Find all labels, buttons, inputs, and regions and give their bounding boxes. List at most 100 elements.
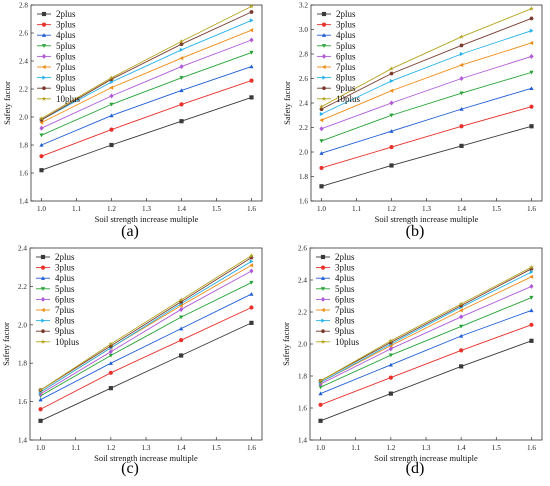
data-point-8plus [389,78,394,84]
x-tick-label: 1.6 [527,444,536,452]
legend-label: 7plus [55,305,75,315]
series-line-10plus [41,5,252,119]
legend-marker [320,307,325,313]
legend-marker [40,254,46,260]
data-point-10plus [388,338,394,343]
y-axis-label: Safety factor [2,81,12,125]
data-point-9plus [389,71,394,76]
data-point-9plus [529,16,534,21]
x-tick-label: 1.3 [142,444,151,452]
y-tick-label: 2.0 [18,321,27,329]
legend-label: 10plus [56,94,81,104]
data-point-3plus [318,402,323,407]
data-point-10plus [38,387,43,393]
data-point-4plus [38,397,43,402]
y-tick-label: 1.8 [298,373,307,381]
y-tick-label: 1.6 [299,198,308,206]
legend: 2plus3plus4plus5plus6plus7plus8plus9plus… [317,9,361,104]
data-point-6plus [249,37,254,43]
data-point-5plus [39,133,44,138]
data-point-6plus [389,100,394,106]
legend-label: 6plus [336,51,356,61]
data-point-2plus [389,163,394,168]
data-point-2plus [388,391,393,396]
legend-label: 4plus [335,273,355,283]
data-point-2plus [459,143,464,148]
data-point-3plus [39,154,44,159]
y-tick-label: 2.0 [298,341,307,349]
data-point-5plus [529,70,534,75]
data-point-4plus [459,333,464,338]
legend-label: 8plus [336,73,356,83]
x-tick-label: 1.5 [492,205,501,213]
legend-label: 9plus [335,326,355,336]
data-point-6plus [388,346,393,352]
series-line-6plus [41,39,252,129]
data-point-3plus [38,407,43,412]
legend-marker [320,296,326,302]
legend-label: 8plus [56,73,76,83]
legend-marker [42,75,47,80]
data-point-4plus [318,391,323,396]
data-point-2plus [529,338,534,343]
x-tick-label: 1.2 [107,205,116,213]
x-axis-label: Soil strength increase multiple [95,214,199,224]
legend-label: 7plus [335,305,355,315]
data-point-4plus [388,362,393,367]
data-point-10plus [108,341,114,347]
series-line-4plus [321,87,532,154]
legend-marker [40,265,46,270]
data-point-4plus [39,142,44,147]
data-point-6plus [249,268,254,274]
data-point-7plus [109,85,114,90]
series-line-10plus [40,255,252,391]
legend-label: 2plus [55,252,75,262]
legend-label: 7plus [336,62,356,72]
data-point-5plus [249,50,254,55]
x-tick-label: 1.6 [247,205,256,213]
data-point-10plus [319,104,324,109]
x-tick-label: 1.5 [212,205,221,213]
series-line-2plus [320,340,532,422]
legend-marker [321,318,326,323]
legend-label: 3plus [336,20,356,30]
data-point-6plus [319,126,324,132]
y-tick-label: 2.4 [298,277,307,285]
data-point-9plus [179,42,184,47]
data-point-4plus [108,361,113,365]
legend-marker [321,64,326,70]
data-point-5plus [459,324,464,329]
data-point-6plus [318,381,323,387]
data-point-7plus [179,56,184,61]
legend-marker [320,287,326,291]
legend-label: 4plus [56,30,76,40]
legend-label: 10plus [335,337,360,347]
data-point-6plus [179,64,184,70]
data-point-3plus [249,305,254,310]
y-axis-label: Safety factor [1,322,11,366]
series-line-6plus [40,270,252,395]
legend-marker [41,22,47,27]
x-tick-label: 1.6 [527,205,536,213]
y-tick-label: 1.8 [18,360,27,368]
series-line-4plus [41,66,252,146]
data-point-2plus [249,95,254,100]
data-point-9plus [39,117,44,122]
data-point-10plus [178,297,184,302]
panel-b: 1.0 1.1 1.2 1.3 1.4 1.5 1.6 1.6 1.8 2.0 2.2 2.4 2.6 2… [282,2,543,240]
data-point-3plus [249,78,254,83]
legend-marker [40,276,46,280]
x-tick-label: 1.1 [352,205,361,213]
data-point-4plus [529,308,534,313]
panel-caption: (a) [121,223,139,240]
data-point-9plus [459,43,464,48]
legend-label: 5plus [336,41,356,51]
y-tick-label: 2.0 [299,149,308,157]
series-line-2plus [321,125,532,187]
data-point-5plus [109,102,114,107]
series-line-8plus [41,19,252,121]
legend-label: 2plus [56,9,76,19]
data-point-2plus [109,142,114,148]
data-point-7plus [249,263,254,268]
y-tick-label: 2.2 [299,124,308,132]
